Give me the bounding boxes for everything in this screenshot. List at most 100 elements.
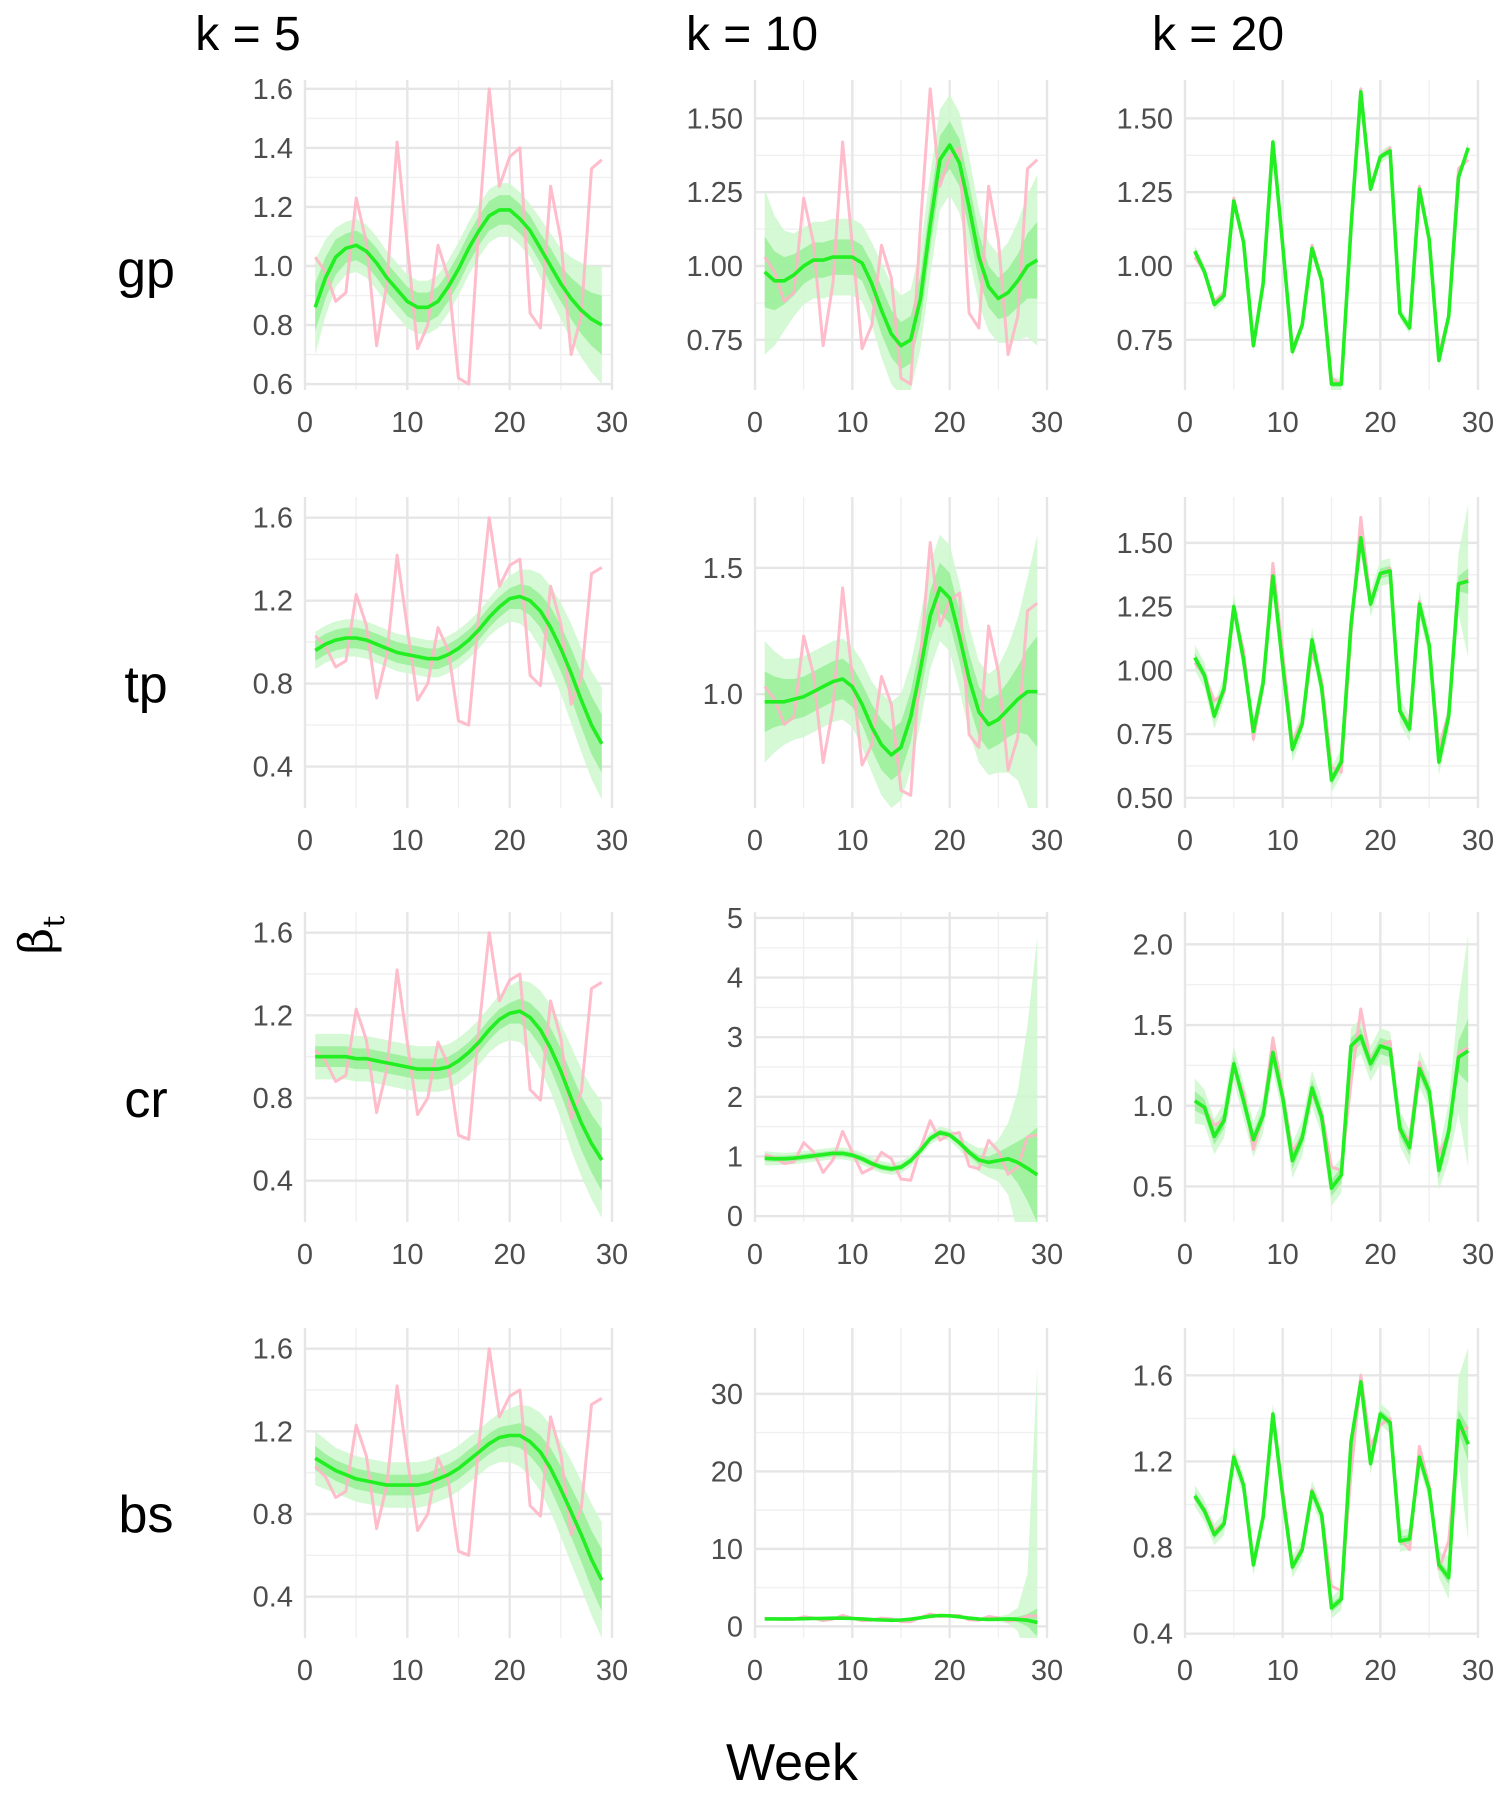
plot-area [314,516,604,800]
y-tick-label: 2.0 [1133,929,1173,961]
y-tick-label: 1.2 [253,586,293,618]
observed-line [314,1347,603,1557]
x-tick-label: 10 [391,825,423,857]
x-tick-label: 10 [836,825,868,857]
x-tick-label: 0 [297,825,313,857]
y-tick-label: 1.25 [1117,177,1173,209]
plot-area [764,1366,1038,1638]
plot-area [1193,1347,1470,1619]
y-tick-label: 1.2 [253,192,293,224]
y-tick-label: 0.4 [253,1166,293,1198]
y-tick-label: 0 [727,1611,743,1643]
panel-cr-k10: 0 10 20 30 0 1 2 3 4 5 [727,903,1063,1271]
observed-line [763,541,1039,797]
plot-area [314,931,604,1218]
x-tick-label: 30 [1031,407,1063,439]
x-tick-label: 0 [747,407,763,439]
y-tick-label: 0.6 [253,369,293,401]
x-tick-label: 30 [1462,407,1494,439]
ci-band-inner [315,195,602,355]
y-tick-label: 0.5 [1133,1171,1173,1203]
y-tick-label: 1.4 [253,133,293,165]
x-tick-label: 0 [297,1655,313,1687]
y-tick-label: 1.00 [687,251,743,283]
y-tick-label: 1.50 [1117,528,1173,560]
fitted-line [1193,536,1469,782]
panel-tp-k10: 0 10 20 30 1.0 1.5 [703,497,1063,857]
fitted-line [314,1433,604,1581]
x-tick-label: 20 [934,407,966,439]
x-tick-label: 20 [934,1239,966,1271]
panel-gp-k20: 0 10 20 30 0.75 1.00 1.25 1.50 [1117,80,1494,439]
panel-cr-k5: 0 10 20 30 0.4 0.8 1.2 1.6 [253,912,628,1271]
fitted-line [313,208,603,327]
y-tick-label: 1.2 [253,1416,293,1448]
y-tick-label: 0 [727,1201,743,1233]
x-tick-label: 10 [1267,825,1299,857]
y-tick-label: 2 [727,1082,743,1114]
x-tick-label: 10 [836,407,868,439]
ci-band-inner [315,1423,602,1612]
x-axis-title: Week [726,1734,859,1792]
x-tick-label: 30 [1462,825,1494,857]
x-tick-label: 20 [494,1655,526,1687]
panel-gp-k5: 0 10 20 30 0.6 0.8 1.0 1.2 1.4 1.6 [253,74,628,439]
panel-bs-k10: 0 10 20 30 0 10 20 30 [711,1328,1063,1687]
row-label-tp: tp [124,656,167,714]
x-tick-label: 20 [494,1239,526,1271]
plot-area [314,1347,604,1638]
ci-band-outer [315,1404,602,1638]
x-tick-label: 30 [1031,825,1063,857]
y-tick-label: 0.4 [1133,1619,1173,1651]
y-tick-label: 1.5 [703,553,743,585]
y-tick-label: 1.50 [1117,103,1173,135]
y-tick-label: 0.8 [253,1083,293,1115]
x-tick-label: 20 [1364,1239,1396,1271]
y-tick-label: 0.50 [1117,783,1173,815]
x-tick-label: 20 [934,1655,966,1687]
panels-container: 0 10 20 300.60.81.01.21.41.60 10 20 300.751.00… [253,74,1494,1687]
x-tick-label: 10 [836,1655,868,1687]
y-tick-label: 1.25 [687,177,743,209]
plot-area [1193,504,1470,793]
x-tick-label: 0 [747,1239,763,1271]
panel-tp-k20: 0 10 20 30 0.50 0.75 1.00 1.25 1.50 [1117,497,1494,857]
x-tick-label: 20 [1364,1655,1396,1687]
plot-area [763,534,1039,808]
column-title-k5: k = 5 [195,8,300,61]
y-tick-label: 1.2 [1133,1446,1173,1478]
ci-band-outer [1194,934,1469,1206]
y-tick-label: 1.2 [253,1000,293,1032]
y-tick-label: 1.0 [703,679,743,711]
x-tick-label: 20 [494,407,526,439]
y-tick-label: 0.75 [1117,719,1173,751]
y-tick-label: 1.6 [1133,1360,1173,1392]
fitted-line [764,586,1038,757]
y-tick-label: 0.75 [1117,325,1173,357]
y-tick-label: 20 [711,1456,743,1488]
y-axis-title-subscript: t [37,916,72,928]
x-tick-label: 10 [836,1239,868,1271]
y-tick-label: 10 [711,1534,743,1566]
panel-bs-k5: 0 10 20 30 0.4 0.8 1.2 1.6 [253,1328,628,1687]
y-axis-title-symbol: β [9,928,63,955]
y-tick-label: 30 [711,1379,743,1411]
observed-line [314,516,603,727]
fitted-line [1193,1380,1470,1610]
y-tick-label: 3 [727,1022,743,1054]
y-tick-label: 1.0 [1133,1091,1173,1123]
x-tick-label: 30 [596,1239,628,1271]
y-tick-label: 1.00 [1117,251,1173,283]
x-tick-label: 10 [391,407,423,439]
panel-gp-k10: 0 10 20 30 0.75 1.00 1.25 1.50 [687,80,1063,439]
fitted-line [315,1009,604,1161]
x-tick-label: 30 [1031,1239,1063,1271]
y-tick-label: 1.5 [1133,1010,1173,1042]
ci-band-outer [1194,504,1469,793]
x-tick-label: 30 [1462,1655,1494,1687]
x-tick-label: 30 [596,407,628,439]
row-label-gp: gp [117,241,175,299]
x-tick-label: 20 [494,825,526,857]
y-tick-label: 1.0 [253,251,293,283]
